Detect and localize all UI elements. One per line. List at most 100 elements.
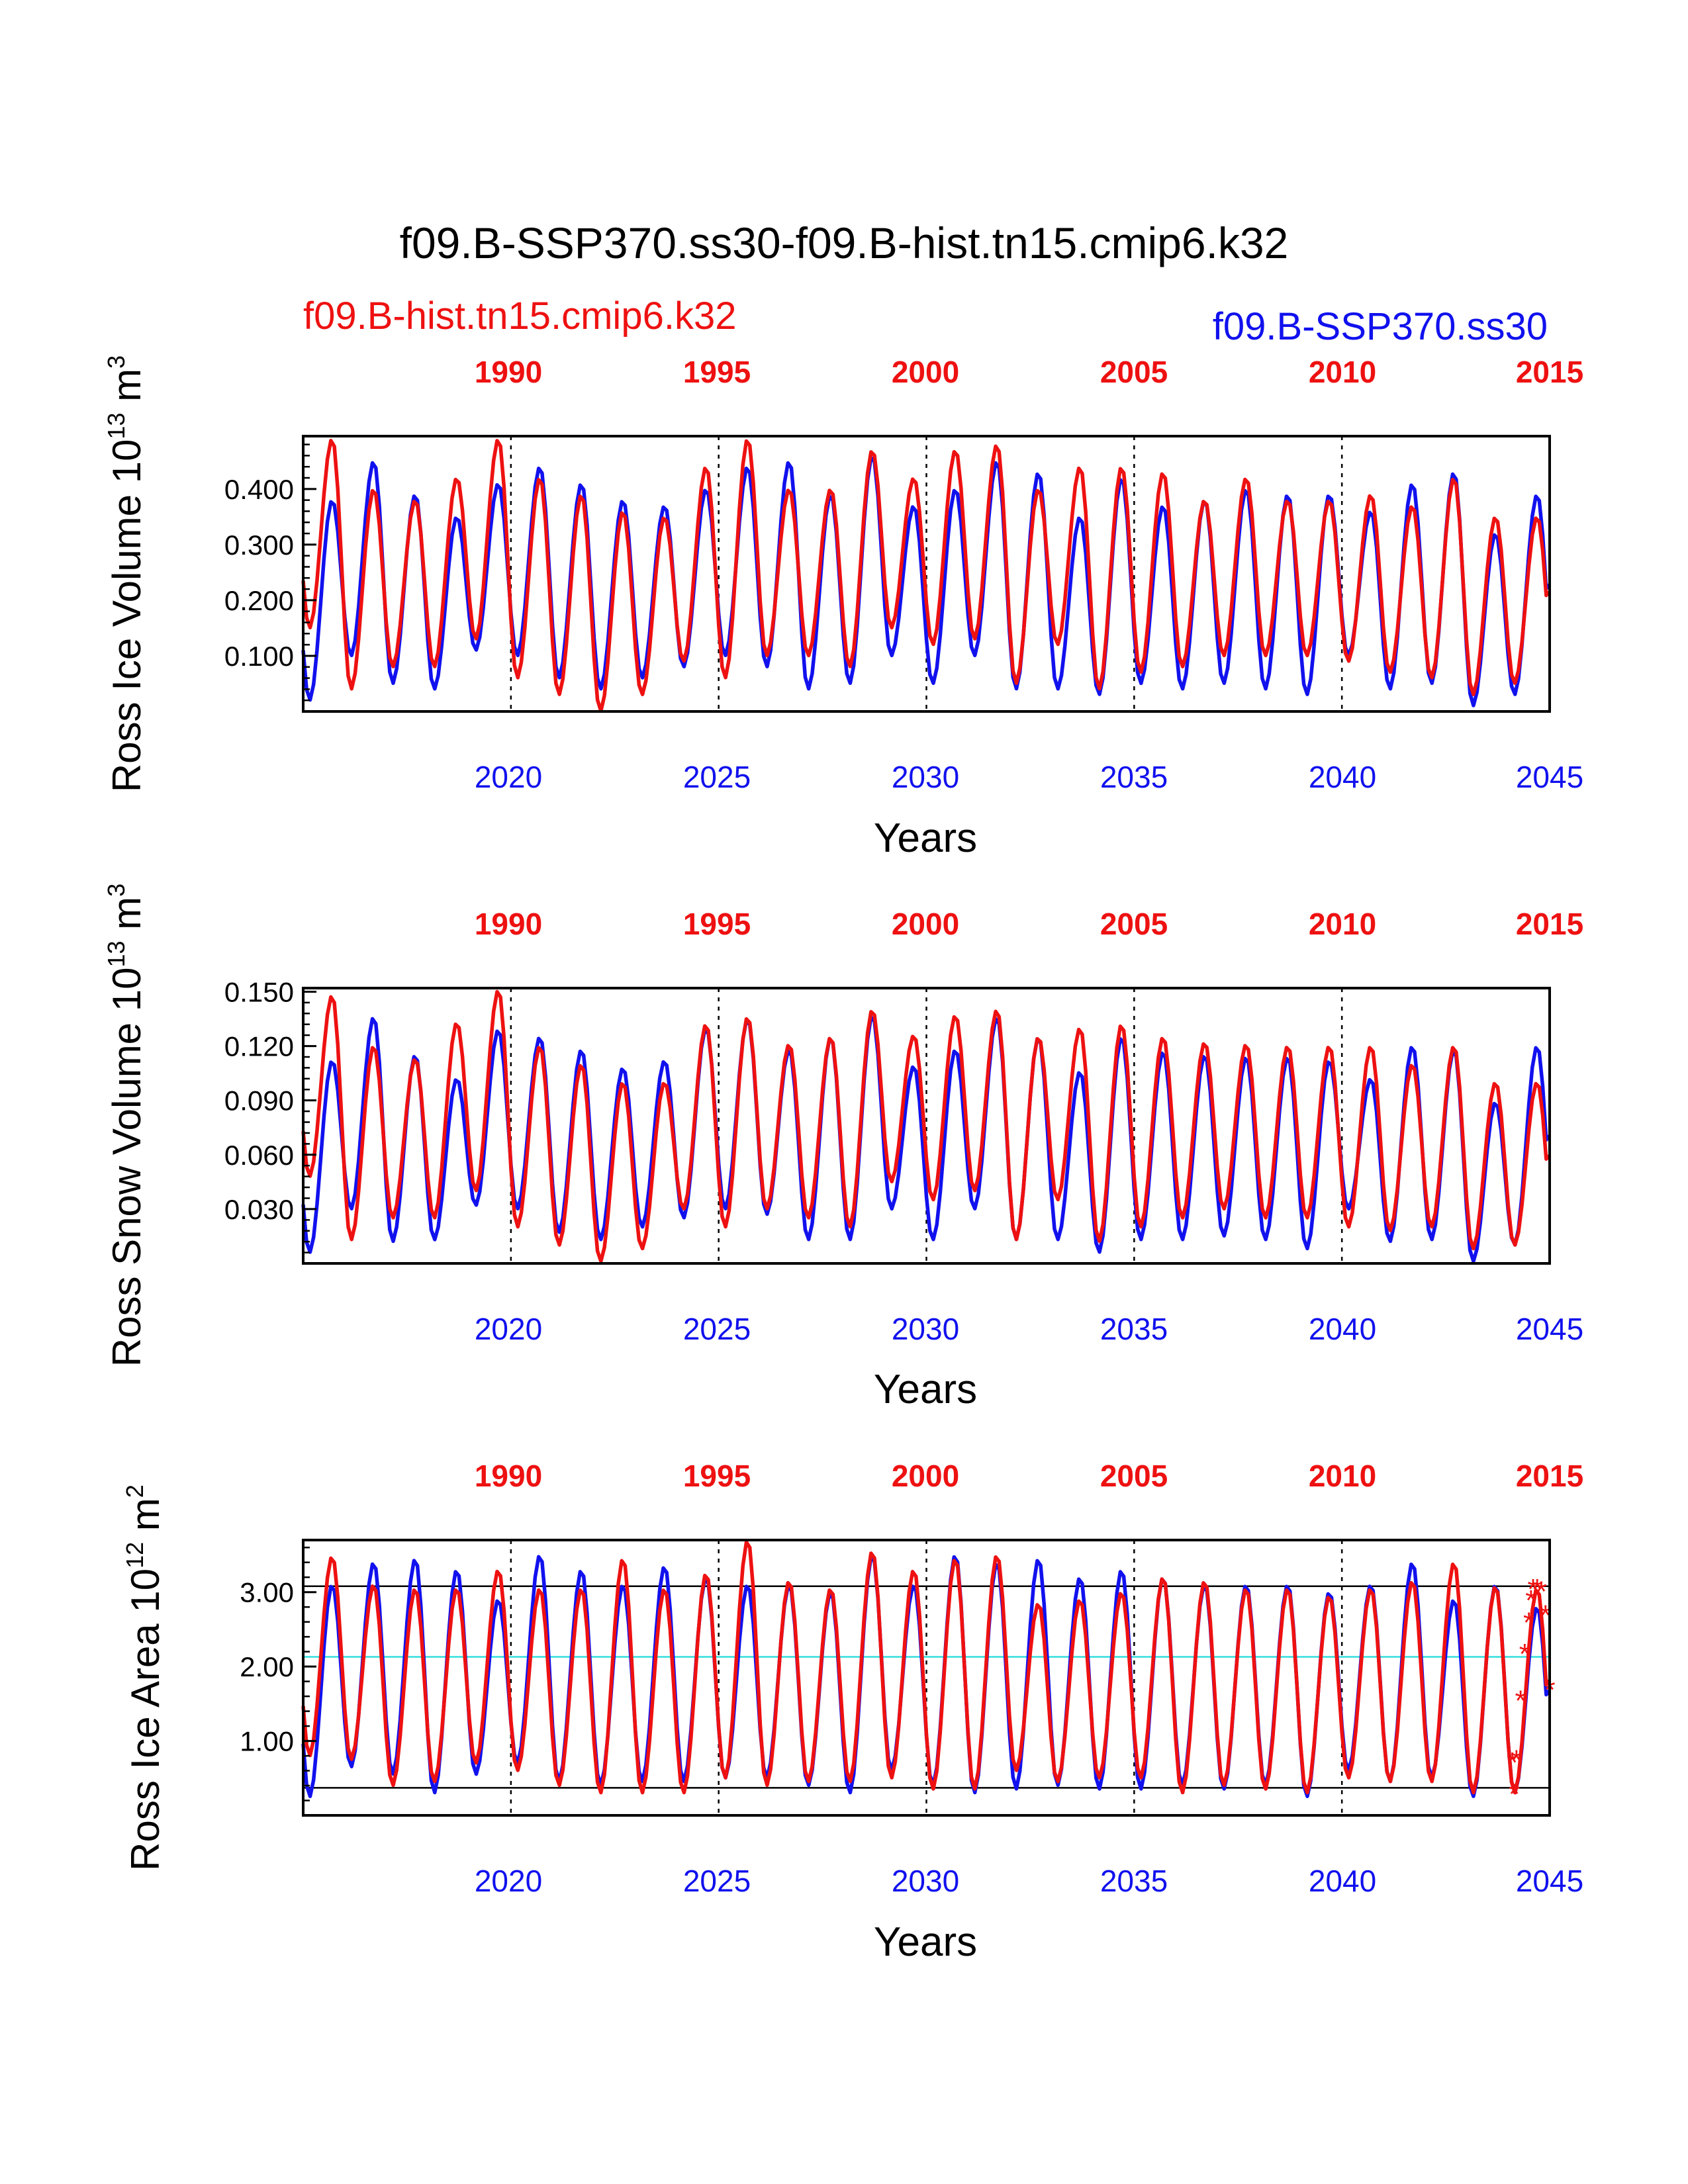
bottom-year-label: 2040: [1309, 1312, 1376, 1346]
y-axis-label-space: [105, 402, 149, 413]
main-title: f09.B-SSP370.ss30-f09.B-hist.tn15.cmip6.…: [400, 218, 1289, 267]
series-line: [301, 1540, 1552, 1795]
marker-point: *: [1536, 1575, 1547, 1608]
marker-point: *: [1511, 1745, 1522, 1777]
y-axis-label-text: Ross Ice Area 10: [123, 1569, 167, 1871]
x-axis-label: Years: [874, 1919, 977, 1965]
bottom-year-label: 2045: [1516, 1864, 1583, 1898]
y-tick-label: 0.150: [224, 976, 294, 1007]
y-axis-label-unit: m: [105, 369, 149, 402]
top-year-axis: 1990 1995 2000 2005 2010 2015: [475, 907, 1583, 941]
top-year-axis: 1990 1995 2000 2005 2010 2015: [475, 1459, 1583, 1493]
y-tick-label: 0.120: [224, 1031, 294, 1062]
x-axis-label: Years: [874, 1367, 977, 1412]
top-year-label: 1990: [475, 907, 542, 941]
top-year-label: 2000: [892, 1459, 959, 1493]
bottom-year-label: 2045: [1516, 1312, 1583, 1346]
y-axis-ticks: 1.00 2.00 3.00: [240, 1546, 316, 1817]
bottom-year-label: 2025: [683, 1864, 751, 1898]
y-axis-label-text: Ross Snow Volume 10: [105, 968, 149, 1367]
y-axis-label-exponent: 13: [103, 413, 130, 439]
y-axis-label-exponent: 12: [121, 1542, 148, 1569]
panel-snow-volume: 1990 1995 2000 2005 2010 2015 0.030 0.060…: [103, 884, 1583, 1412]
marker-point: *: [1519, 1638, 1530, 1670]
bottom-year-label: 2035: [1100, 1864, 1168, 1898]
bottom-year-axis: 2020 2025 2030 2035 2040 2045: [475, 1864, 1583, 1898]
y-axis-label: Ross Snow Volume 1013 m3: [103, 884, 149, 1367]
y-tick-label: 0.400: [224, 474, 294, 505]
top-year-label: 2005: [1100, 355, 1168, 389]
top-year-label: 2010: [1309, 907, 1376, 941]
marker-point: *: [1523, 1607, 1534, 1639]
bottom-year-label: 2040: [1309, 1864, 1376, 1898]
top-year-label: 2015: [1516, 355, 1583, 389]
y-axis-label: Ross Ice Volume 1013 m3: [103, 355, 149, 792]
series-line: [301, 439, 1551, 713]
plot-frame: [302, 987, 1551, 1265]
bottom-year-label: 2030: [892, 1312, 959, 1346]
x-axis-label: Years: [874, 815, 977, 861]
series-line: [301, 1555, 1552, 1798]
marker-point: *: [1525, 1584, 1536, 1617]
top-year-label: 2015: [1516, 1459, 1583, 1493]
y-tick-label: 2.00: [240, 1651, 294, 1682]
series-lines: [301, 439, 1552, 713]
bottom-year-label: 2020: [475, 760, 542, 794]
top-year-label: 1990: [475, 1459, 542, 1493]
bottom-year-label: 2030: [892, 1864, 959, 1898]
y-axis-ticks: 0.100 0.200 0.300 0.400: [224, 443, 316, 713]
panel-ice-area: 1990 1995 2000 2005 2010 2015 **********…: [121, 1459, 1583, 1965]
legend-red-case: f09.B-hist.tn15.cmip6.k32: [303, 295, 736, 338]
bottom-year-axis: 2020 2025 2030 2035 2040 2045: [475, 1312, 1583, 1346]
bottom-year-label: 2030: [892, 760, 959, 794]
series-lines: [301, 1540, 1552, 1798]
plot-area: ************ 1.00 2.00 3.00: [240, 1539, 1556, 1817]
marker-point: *: [1527, 1573, 1538, 1606]
top-year-label: 2005: [1100, 907, 1168, 941]
top-year-label: 1995: [683, 907, 751, 941]
y-axis-label-unit-exponent: 3: [103, 884, 130, 897]
y-axis-label: Ross Ice Area 1012 m2: [121, 1484, 167, 1871]
panel-ice-volume: 1990 1995 2000 2005 2010 2015 0.100 0.200…: [103, 355, 1583, 861]
marker-point: *: [1509, 1778, 1520, 1810]
y-tick-label: 0.090: [224, 1085, 294, 1116]
plot-area: 0.030 0.060 0.090 0.120 0.150: [224, 976, 1552, 1265]
top-year-label: 1995: [683, 1459, 751, 1493]
top-year-label: 1990: [475, 355, 542, 389]
plot-frame: [302, 1539, 1551, 1817]
marker-point: *: [1532, 1573, 1543, 1606]
plot-area: 0.100 0.200 0.300 0.400: [224, 435, 1552, 713]
marker-point: *: [1515, 1685, 1526, 1717]
reference-lines: [303, 1585, 1550, 1789]
series-line: [301, 989, 1551, 1263]
series-lines: [301, 989, 1552, 1263]
y-tick-label: 0.300: [224, 529, 294, 561]
bottom-year-label: 2040: [1309, 760, 1376, 794]
top-year-axis: 1990 1995 2000 2005 2010 2015: [475, 355, 1583, 389]
top-year-label: 2005: [1100, 1459, 1168, 1493]
y-tick-label: 1.00: [240, 1726, 294, 1757]
marker-points: ************: [1507, 1573, 1556, 1810]
top-year-label: 2015: [1516, 907, 1583, 941]
y-axis-ticks: 0.030 0.060 0.090 0.120 0.150: [224, 976, 316, 1265]
bottom-year-label: 2025: [683, 1312, 751, 1346]
y-axis-label-unit: m: [105, 897, 149, 930]
y-tick-label: 0.100: [224, 641, 294, 672]
bottom-year-label: 2035: [1100, 1312, 1168, 1346]
y-tick-label: 0.060: [224, 1140, 294, 1171]
bottom-year-label: 2045: [1516, 760, 1583, 794]
vertical-gridlines: [510, 436, 1343, 711]
bottom-year-label: 2035: [1100, 760, 1168, 794]
y-axis-label-unit-exponent: 2: [121, 1484, 148, 1498]
bottom-year-label: 2025: [683, 760, 751, 794]
y-tick-label: 0.200: [224, 585, 294, 616]
bottom-year-label: 2020: [475, 1864, 542, 1898]
y-axis-label-exponent: 13: [103, 940, 130, 967]
legend-blue-case: f09.B-SSP370.ss30: [1213, 305, 1548, 348]
y-axis-label-unit: m: [123, 1498, 167, 1531]
top-year-label: 2010: [1309, 355, 1376, 389]
y-tick-label: 3.00: [240, 1577, 294, 1608]
vertical-gridlines: [510, 1540, 1343, 1815]
top-year-label: 2000: [892, 355, 959, 389]
